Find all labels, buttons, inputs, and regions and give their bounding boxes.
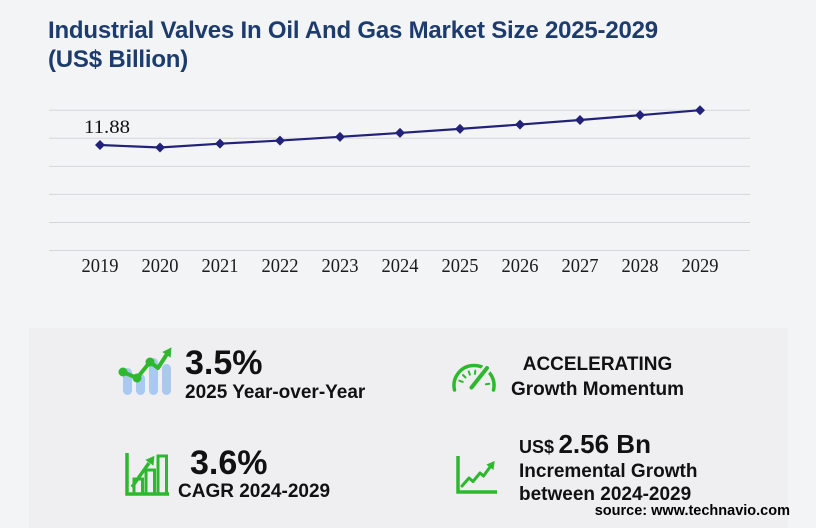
x-axis-label: 2021 — [202, 255, 239, 277]
data-point-marker — [155, 142, 165, 153]
data-point-marker — [455, 123, 465, 134]
x-axis-label: 2022 — [262, 255, 299, 277]
gauge-icon — [452, 362, 496, 392]
data-point-marker — [95, 140, 105, 151]
x-axis-label: 2020 — [142, 255, 179, 277]
cagr-value: 3.6% — [190, 444, 268, 482]
growth-momentum-label: Growth Momentum — [510, 379, 685, 400]
data-point-marker — [575, 114, 585, 125]
incremental-growth-label-line1: Incremental Growth — [519, 461, 698, 482]
incremental-growth-label-line2: between 2024-2029 — [519, 484, 692, 505]
page-title: Industrial Valves In Oil And Gas Market … — [48, 16, 792, 74]
data-point-marker — [695, 105, 705, 116]
yoy-growth-value: 3.5% — [185, 344, 263, 382]
incremental-growth-value: US$ 2.56 Bn — [519, 429, 651, 460]
yoy-growth-label: 2025 Year-over-Year — [185, 382, 366, 403]
trend-bars-icon — [118, 347, 172, 395]
x-axis-label: 2028 — [622, 255, 659, 277]
page-title-line2: (US$ Billion) — [48, 46, 189, 73]
data-point-marker — [215, 138, 225, 149]
page-title-line1: Industrial Valves In Oil And Gas Market … — [48, 17, 658, 44]
line-growth-icon — [456, 456, 497, 494]
x-axis-label: 2024 — [382, 255, 419, 277]
x-axis-label: 2023 — [322, 255, 359, 277]
data-point-marker — [275, 135, 285, 146]
incremental-growth-label: Incremental Growth between 2024-2029 — [519, 460, 697, 506]
data-point-marker — [515, 119, 525, 130]
x-axis-label: 2029 — [682, 255, 719, 277]
growth-momentum: ACCELERATING Growth Momentum — [505, 352, 690, 402]
data-point-marker — [395, 127, 405, 138]
source-credit: source: www.technavio.com — [594, 503, 790, 519]
x-axis-label: 2025 — [442, 255, 479, 277]
data-point-marker — [335, 131, 345, 142]
x-axis-label: 2019 — [82, 255, 119, 277]
incremental-amount: 2.56 Bn — [558, 429, 651, 459]
cagr-label: CAGR 2024-2029 — [178, 481, 331, 502]
data-label: 11.88 — [84, 117, 130, 138]
x-axis-label: 2027 — [562, 255, 599, 277]
currency-prefix: US$ — [519, 437, 555, 457]
growth-momentum-status: ACCELERATING — [522, 354, 673, 375]
x-axis-label: 2026 — [502, 255, 539, 277]
bar-growth-icon — [125, 453, 169, 496]
data-point-marker — [635, 110, 645, 121]
